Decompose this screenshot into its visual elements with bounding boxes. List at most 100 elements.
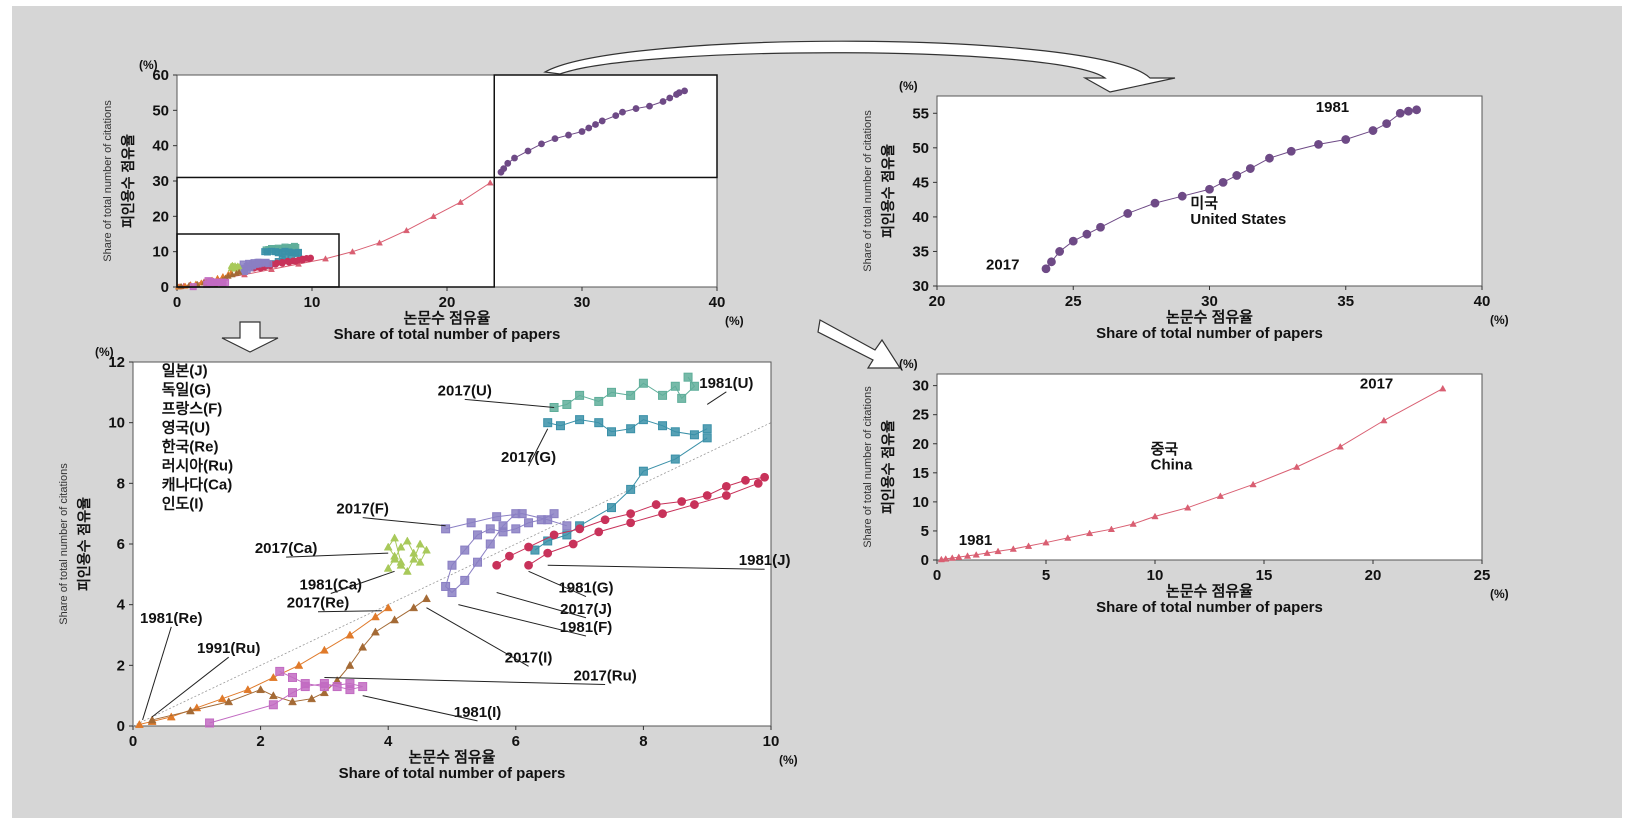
data-point (543, 536, 553, 546)
data-point (307, 694, 317, 703)
data-point (473, 557, 483, 567)
data-point (626, 390, 636, 400)
overview-point (235, 268, 243, 275)
data-point (409, 554, 419, 563)
annotation-label: 2017(Ru) (573, 668, 636, 685)
data-point (549, 509, 559, 519)
x-axis-label-en: Share of total number of papers (1096, 325, 1323, 342)
data-point (760, 472, 770, 482)
data-point (600, 515, 610, 525)
data-point (670, 454, 680, 464)
y-tick-label: 45 (912, 174, 929, 191)
data-point (592, 121, 599, 128)
data-point (702, 491, 712, 500)
data-point (543, 418, 553, 428)
annotation-arrow (496, 592, 587, 619)
data-point (594, 527, 604, 537)
data-point (1047, 257, 1056, 267)
x-axis-label-en: Share of total number of papers (1096, 599, 1323, 616)
overview-point (305, 255, 313, 263)
annotation-arrow (458, 604, 587, 637)
series (543, 415, 712, 440)
overview-point (295, 249, 302, 257)
series (497, 87, 688, 176)
data-point (983, 549, 991, 556)
x-axis-label-ko: 논문수 점유율 (404, 309, 491, 327)
data-point (632, 105, 640, 112)
data-point (1042, 538, 1050, 546)
x-axis-label-en: Share of total number of papers (334, 326, 561, 343)
data-point (612, 112, 620, 120)
y-unit-label: (%) (899, 79, 918, 93)
y-tick-label: 0 (921, 552, 929, 569)
data-point (383, 603, 393, 612)
data-point (460, 545, 470, 555)
annotation-arrow (426, 607, 529, 667)
data-point (607, 503, 616, 513)
data-point (1216, 492, 1225, 499)
data-point (549, 530, 559, 540)
y-tick-label: 20 (152, 208, 169, 225)
data-point (492, 512, 502, 522)
overview-point (278, 259, 286, 267)
y-tick-label: 8 (117, 475, 125, 492)
data-point (594, 418, 604, 428)
data-point (1177, 191, 1187, 201)
data-point (670, 427, 680, 437)
data-point (578, 128, 586, 135)
y-axis-label-ko: 피인용수 점유율 (76, 497, 92, 591)
data-point (371, 627, 380, 636)
data-point (460, 575, 470, 585)
x-tick-label: 0 (129, 733, 137, 750)
y-axis-label-en: Share of total number of citations (58, 463, 70, 625)
data-point (524, 560, 533, 570)
data-point (585, 124, 593, 132)
series (1041, 105, 1421, 274)
annotation-label: 2017(Re) (287, 595, 350, 612)
data-point (1336, 442, 1344, 450)
annotation-arrow (547, 564, 765, 570)
series (147, 594, 431, 724)
annotation-arrow (464, 398, 555, 408)
data-point (224, 697, 234, 706)
y-tick-label: 4 (117, 597, 126, 614)
data-point (721, 481, 731, 491)
data-point (505, 551, 514, 561)
label-country-ko: 미국 (1190, 195, 1218, 212)
data-point (753, 478, 763, 488)
data-point (288, 672, 297, 682)
overview-point (299, 256, 306, 264)
data-point (658, 390, 668, 400)
overview-point (285, 258, 293, 266)
y-tick-label: 40 (912, 209, 929, 226)
arrow-to-us (543, 40, 1176, 93)
label-country-ko: 중국 (1151, 441, 1179, 458)
data-point (147, 715, 157, 724)
data-point (619, 108, 626, 116)
arrow-to-others (221, 321, 279, 353)
data-point (677, 393, 687, 403)
x-axis-label-ko: 논문수 점유율 (409, 748, 496, 766)
zoom-box-china (176, 176, 495, 288)
data-point (409, 603, 419, 612)
annotation-label: 2017(I) (505, 649, 553, 666)
data-point (942, 555, 950, 562)
y-tick-label: 35 (912, 243, 929, 260)
legend-entry: 일본(J) (162, 363, 208, 380)
data-point (1184, 503, 1192, 511)
y-tick-label: 25 (912, 407, 929, 424)
data-point (524, 518, 534, 528)
annotation-arrow (528, 428, 549, 467)
x-axis-label-ko: 논문수 점유율 (1166, 308, 1253, 326)
data-point (268, 691, 278, 700)
data-point (390, 551, 400, 560)
data-point (1382, 119, 1392, 129)
data-point (390, 533, 400, 542)
series (441, 509, 559, 598)
data-point (955, 553, 963, 560)
annotation-label: 1981(J) (739, 552, 791, 569)
data-point (243, 685, 253, 694)
data-point (658, 509, 667, 519)
